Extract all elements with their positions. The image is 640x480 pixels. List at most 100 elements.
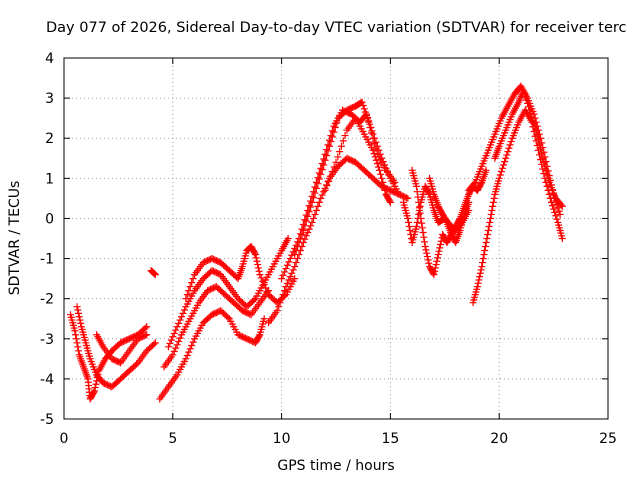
x-tick-label: 25 <box>599 431 617 447</box>
data-point <box>279 291 287 299</box>
data-point <box>183 351 191 359</box>
data-point <box>478 263 486 271</box>
y-tick-label: 0 <box>45 211 54 227</box>
data-point <box>175 337 183 345</box>
y-tick-label: 2 <box>45 131 54 147</box>
data-point <box>315 198 323 206</box>
data-point <box>323 182 331 190</box>
data-point <box>285 258 293 266</box>
data-point <box>532 126 540 134</box>
data-point <box>301 235 309 243</box>
data-point <box>188 279 196 287</box>
data-point <box>164 343 172 351</box>
data-point <box>402 194 410 202</box>
y-tick-label: -2 <box>40 292 54 308</box>
data-point <box>500 161 508 169</box>
data-point <box>311 189 319 197</box>
data-point <box>260 281 268 289</box>
data-point <box>391 178 399 186</box>
data-point <box>498 164 506 172</box>
data-point <box>299 226 307 234</box>
data-point <box>251 251 259 259</box>
data-point <box>141 331 149 339</box>
data-point <box>482 166 490 174</box>
data-point <box>474 279 482 287</box>
data-point <box>256 271 264 279</box>
data-point <box>364 115 372 123</box>
data-point <box>304 228 312 236</box>
data-point <box>312 184 320 192</box>
data-point <box>324 147 332 155</box>
data-point <box>262 284 270 292</box>
data-point <box>556 210 564 218</box>
data-point <box>369 146 377 154</box>
data-point <box>170 329 178 337</box>
data-point <box>320 161 328 169</box>
data-point <box>253 257 261 265</box>
data-point <box>368 129 376 137</box>
data-point <box>72 331 80 339</box>
data-point <box>151 270 159 278</box>
data-point <box>496 171 504 179</box>
data-point <box>251 249 259 257</box>
data-point <box>413 182 421 190</box>
data-point <box>175 319 183 327</box>
data-point <box>143 323 151 331</box>
data-point <box>531 123 539 131</box>
data-point <box>286 273 294 281</box>
x-tick-label: 20 <box>490 431 508 447</box>
data-point <box>415 204 423 212</box>
data-point <box>90 388 98 396</box>
data-point <box>71 327 79 335</box>
data-point <box>185 287 193 295</box>
data-point <box>365 118 373 126</box>
data-point <box>372 138 380 146</box>
data-point <box>415 198 423 206</box>
data-point <box>370 140 378 148</box>
data-point <box>539 154 547 162</box>
data-point <box>526 106 534 114</box>
series-B <box>73 303 159 391</box>
data-point <box>291 263 299 271</box>
data-point <box>433 257 441 265</box>
data-point <box>308 198 316 206</box>
data-point <box>141 324 149 332</box>
data-point <box>415 210 423 218</box>
data-point <box>358 98 366 106</box>
y-tick-label: 3 <box>45 91 54 107</box>
data-point <box>359 101 367 109</box>
data-point <box>74 343 82 351</box>
data-point <box>371 153 379 161</box>
data-point <box>75 309 83 317</box>
data-point <box>432 261 440 269</box>
series-H <box>147 267 159 279</box>
data-point <box>489 198 497 206</box>
data-point <box>495 174 503 182</box>
data-point <box>336 148 344 156</box>
data-point <box>185 348 193 356</box>
data-point <box>182 355 190 363</box>
data-point <box>386 197 394 205</box>
data-point <box>484 230 492 238</box>
data-point <box>361 108 369 116</box>
data-point <box>331 124 339 132</box>
data-point <box>537 145 545 153</box>
data-point <box>373 160 381 168</box>
data-point <box>150 340 158 348</box>
data-point <box>523 99 531 107</box>
data-point <box>405 222 413 230</box>
data-point <box>317 170 325 178</box>
data-point <box>298 230 306 238</box>
data-point <box>558 202 566 210</box>
data-point <box>404 194 412 202</box>
data-point <box>419 228 427 236</box>
data-point <box>434 251 442 259</box>
data-point <box>553 215 561 223</box>
data-point <box>442 217 450 225</box>
data-point <box>557 201 565 209</box>
data-point <box>305 208 313 216</box>
data-point <box>182 295 190 303</box>
data-point <box>423 249 431 257</box>
data-point <box>275 303 283 311</box>
data-point <box>318 191 326 199</box>
